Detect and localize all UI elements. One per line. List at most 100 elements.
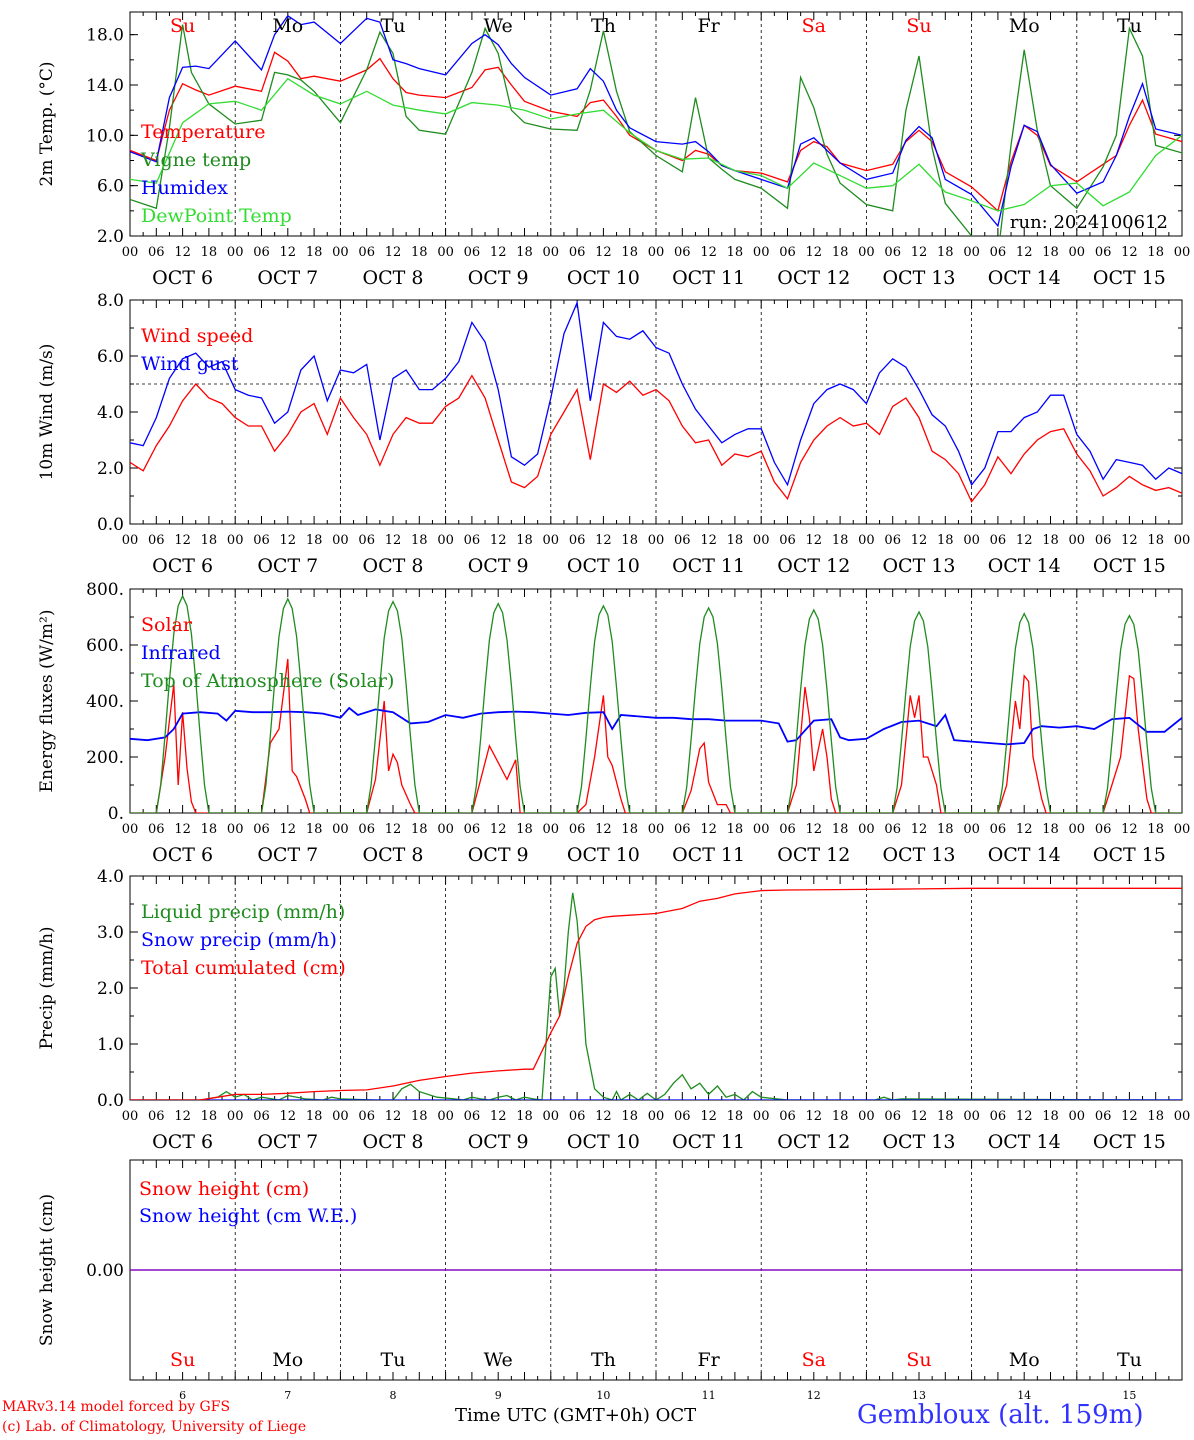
hour-tick-label: 00 bbox=[122, 245, 139, 260]
hour-tick-label: 06 bbox=[253, 822, 270, 837]
day-name-bottom: Su bbox=[170, 1349, 195, 1371]
hour-tick-label: 00 bbox=[227, 533, 244, 548]
hour-tick-label: 00 bbox=[122, 822, 139, 837]
date-label: OCT 7 bbox=[257, 1131, 318, 1153]
hour-tick-label: 00 bbox=[648, 533, 665, 548]
hour-tick-label: 00 bbox=[227, 822, 244, 837]
y-axis-label: 10m Wind (m/s) bbox=[37, 344, 57, 481]
y-tick-label: 800. bbox=[86, 580, 124, 600]
hour-tick-label: 12 bbox=[1121, 1109, 1138, 1124]
day-name-top: We bbox=[484, 15, 513, 37]
date-label: OCT 10 bbox=[567, 844, 640, 866]
hour-tick-label: 00 bbox=[332, 245, 349, 260]
y-tick-label: 2.0 bbox=[97, 227, 124, 247]
legend-entry: Infrared bbox=[141, 642, 221, 664]
legend-entry: Humidex bbox=[141, 177, 228, 199]
day-name-top: Su bbox=[170, 15, 195, 37]
hour-tick-label: 12 bbox=[385, 245, 402, 260]
date-label: OCT 11 bbox=[672, 1131, 745, 1153]
hour-tick-label: 12 bbox=[385, 822, 402, 837]
y-tick-label: 2.0 bbox=[97, 979, 124, 999]
hour-tick-label: 12 bbox=[490, 533, 507, 548]
series-line-wind-gust bbox=[130, 300, 1182, 487]
hour-tick-label: 12 bbox=[1121, 533, 1138, 548]
date-label: OCT 12 bbox=[777, 844, 850, 866]
date-label: OCT 12 bbox=[777, 267, 850, 289]
hour-tick-label: 00 bbox=[1069, 533, 1086, 548]
hour-tick-label: 12 bbox=[1016, 533, 1033, 548]
run-label: run: 2024100612 bbox=[1010, 212, 1168, 233]
hour-tick-label: 00 bbox=[437, 1109, 454, 1124]
hour-tick-label: 18 bbox=[832, 245, 849, 260]
date-label: OCT 8 bbox=[363, 1131, 424, 1153]
hour-tick-label: 06 bbox=[779, 822, 796, 837]
date-label: OCT 14 bbox=[988, 555, 1061, 577]
hour-tick-label: 06 bbox=[674, 533, 691, 548]
hour-tick-label: 00 bbox=[1174, 245, 1191, 260]
y-tick-label: 6.0 bbox=[97, 177, 124, 197]
hour-tick-label: 00 bbox=[858, 245, 875, 260]
hour-tick-label: 06 bbox=[884, 1109, 901, 1124]
legend-entry: Total cumulated (cm) bbox=[141, 957, 346, 979]
hour-tick-label: 12 bbox=[280, 822, 297, 837]
hour-tick-label: 12 bbox=[1121, 822, 1138, 837]
hour-tick-label: 06 bbox=[1095, 822, 1112, 837]
hour-tick-label: 00 bbox=[543, 1109, 560, 1124]
date-label: OCT 8 bbox=[363, 844, 424, 866]
hour-tick-label: 06 bbox=[148, 533, 165, 548]
hour-tick-label: 18 bbox=[832, 1109, 849, 1124]
hour-tick-label: 00 bbox=[1174, 1109, 1191, 1124]
day-number: 11 bbox=[702, 1389, 716, 1402]
series-line-wind-speed bbox=[130, 374, 1182, 503]
day-name-top: Su bbox=[906, 15, 931, 37]
date-label: OCT 7 bbox=[257, 555, 318, 577]
hour-tick-label: 06 bbox=[779, 533, 796, 548]
hour-tick-label: 12 bbox=[595, 1109, 612, 1124]
y-axis-label: Snow height (cm) bbox=[37, 1194, 57, 1346]
hour-tick-label: 00 bbox=[1069, 1109, 1086, 1124]
day-number: 15 bbox=[1122, 1389, 1136, 1402]
date-label: OCT 14 bbox=[988, 1131, 1061, 1153]
hour-tick-label: 06 bbox=[990, 245, 1007, 260]
date-label: OCT 7 bbox=[257, 844, 318, 866]
date-label: OCT 13 bbox=[882, 555, 955, 577]
hour-tick-label: 18 bbox=[1147, 533, 1164, 548]
date-label: OCT 6 bbox=[152, 555, 213, 577]
y-axis-label: 2m Temp. (°C) bbox=[37, 61, 57, 186]
hour-tick-label: 06 bbox=[358, 245, 375, 260]
day-name-bottom: Tu bbox=[381, 1349, 406, 1371]
day-name-bottom: Mo bbox=[1009, 1349, 1040, 1371]
legend-entry: Temperature bbox=[141, 121, 265, 143]
hour-tick-label: 06 bbox=[884, 533, 901, 548]
hour-tick-label: 18 bbox=[937, 822, 954, 837]
hour-tick-label: 00 bbox=[963, 822, 980, 837]
date-label: OCT 10 bbox=[567, 1131, 640, 1153]
legend-entry: Snow precip (mm/h) bbox=[141, 929, 337, 951]
date-label: OCT 15 bbox=[1093, 1131, 1166, 1153]
hour-tick-label: 18 bbox=[306, 1109, 323, 1124]
hour-tick-label: 06 bbox=[674, 245, 691, 260]
day-name-top: Th bbox=[591, 15, 616, 37]
hour-tick-label: 00 bbox=[122, 533, 139, 548]
hour-tick-label: 18 bbox=[516, 822, 533, 837]
hour-tick-label: 18 bbox=[727, 1109, 744, 1124]
legend-entry: Snow height (cm) bbox=[139, 1178, 309, 1200]
hour-tick-label: 18 bbox=[201, 245, 218, 260]
hour-tick-label: 12 bbox=[806, 245, 823, 260]
hour-tick-label: 12 bbox=[806, 822, 823, 837]
hour-tick-label: 18 bbox=[516, 245, 533, 260]
hour-tick-label: 18 bbox=[727, 245, 744, 260]
hour-tick-label: 12 bbox=[174, 1109, 191, 1124]
day-name-bottom: Su bbox=[906, 1349, 931, 1371]
date-label: OCT 15 bbox=[1093, 844, 1166, 866]
date-label: OCT 12 bbox=[777, 555, 850, 577]
day-number: 9 bbox=[495, 1389, 502, 1402]
series-line-top-of-atmosphere-solar- bbox=[130, 594, 1182, 813]
hour-tick-label: 06 bbox=[779, 245, 796, 260]
hour-tick-label: 18 bbox=[516, 1109, 533, 1124]
hour-tick-label: 06 bbox=[990, 822, 1007, 837]
legend-entry: Vigne temp bbox=[140, 149, 251, 171]
panel-frame bbox=[129, 588, 1183, 814]
y-tick-label: 14.0 bbox=[86, 76, 124, 96]
series-line-dewpoint-temp bbox=[130, 77, 1182, 212]
